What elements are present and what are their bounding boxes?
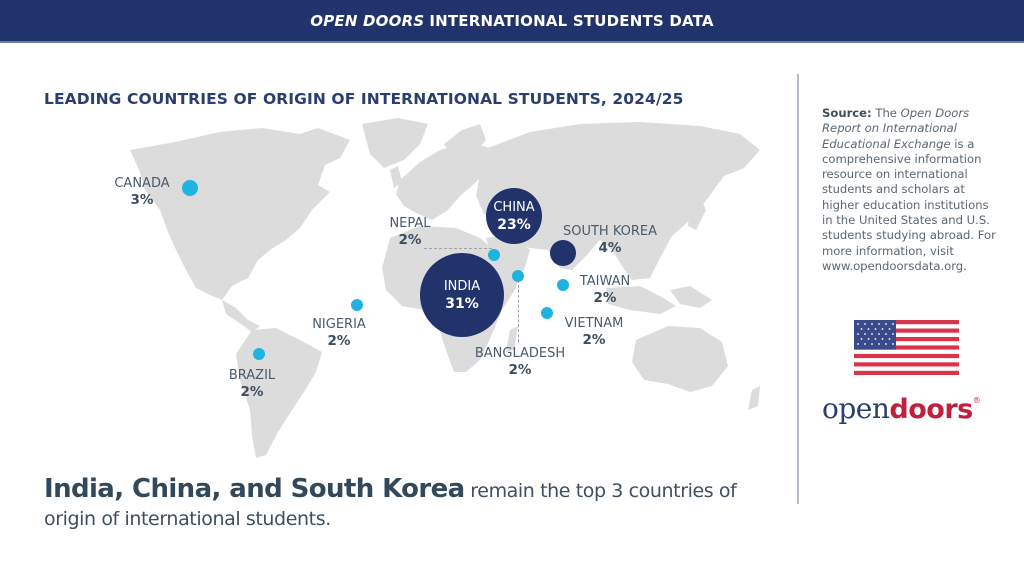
nigeria-dot (351, 299, 363, 311)
vertical-divider (797, 74, 799, 504)
headline-rest: remain the top 3 countries of (464, 480, 737, 502)
vietnam-label: VIETNAM 2% (564, 316, 624, 348)
nepal-leader-line (424, 248, 492, 249)
headline-bold: India, China, and South Korea (44, 474, 465, 504)
source-text: Source: The Open Doors Report on Interna… (822, 106, 996, 273)
taiwan-label: TAIWAN 2% (579, 274, 631, 306)
brazil-label: BRAZIL 2% (228, 368, 276, 400)
china-bubble: CHINA 23% (486, 188, 542, 244)
headline: India, China, and South Korea remain the… (44, 474, 764, 530)
vietnam-dot (541, 307, 553, 319)
opendoors-logo: opendoors® (822, 392, 981, 425)
header-title: INTERNATIONAL STUDENTS DATA (429, 11, 714, 30)
india-pct: 31% (445, 295, 479, 312)
india-bubble: INDIA 31% (420, 253, 504, 337)
header-bar: OPEN DOORS INTERNATIONAL STUDENTS DATA (0, 0, 1024, 43)
nepal-dot (488, 249, 500, 261)
nepal-label: NEPAL 2% (389, 216, 431, 248)
china-pct: 23% (497, 216, 531, 233)
headline-line2: origin of international students. (44, 508, 331, 530)
chart-title: LEADING COUNTRIES OF ORIGIN OF INTERNATI… (44, 90, 684, 108)
world-map (130, 118, 760, 458)
report-title: Open Doors Report on International Educa… (822, 106, 970, 151)
canada-dot (182, 180, 198, 196)
us-flag-icon (854, 320, 959, 375)
canada-label: CANADA 3% (114, 176, 170, 208)
china-name: CHINA (493, 199, 535, 215)
taiwan-dot (557, 279, 569, 291)
south-korea-label: SOUTH KOREA 4% (562, 224, 658, 256)
bangladesh-leader-line (518, 280, 519, 342)
south-korea-bubble (550, 240, 576, 266)
bangladesh-label: BANGLADESH 2% (474, 346, 566, 378)
bangladesh-dot (512, 270, 524, 282)
brazil-dot (253, 348, 265, 360)
india-name: INDIA (443, 278, 481, 294)
header-title-italic: OPEN DOORS (310, 11, 425, 30)
source-label: Source: (822, 106, 872, 120)
nigeria-label: NIGERIA 2% (312, 317, 366, 349)
